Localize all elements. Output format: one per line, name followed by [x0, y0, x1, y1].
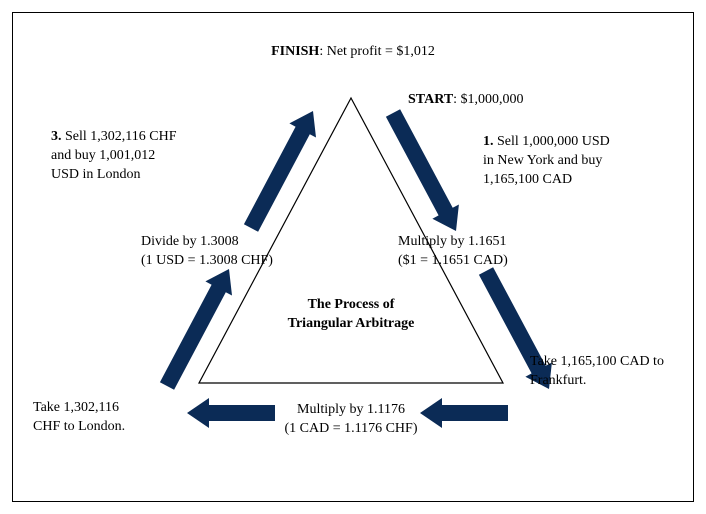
- rate1-line1: Multiply by 1.1651: [398, 234, 507, 249]
- step1-line1: Sell 1,000,000 USD: [494, 134, 610, 149]
- rate2-line2: (1 CAD = 1.1176 CHF): [285, 421, 418, 436]
- start-label: START: $1,000,000: [408, 91, 568, 110]
- center-line2: Triangular Arbitrage: [288, 316, 415, 331]
- take2-label: Take 1,302,116 CHF to London.: [33, 399, 173, 437]
- rate2-label: Multiply by 1.1176 (1 CAD = 1.1176 CHF): [271, 401, 431, 439]
- arrow-left-lower: [160, 269, 232, 390]
- take2-line1: Take 1,302,116: [33, 400, 119, 415]
- rate1-line2: ($1 = 1.1651 CAD): [398, 253, 508, 268]
- step1-num: 1.: [483, 134, 494, 149]
- finish-prefix: FINISH: [271, 44, 319, 59]
- step3-label: 3. Sell 1,302,116 CHF and buy 1,001,012 …: [51, 128, 231, 185]
- start-prefix: START: [408, 92, 453, 107]
- take1-label: Take 1,165,100 CAD to Frankfurt.: [530, 353, 705, 391]
- finish-label: FINISH: Net profit = $1,012: [213, 43, 493, 62]
- diagram-frame: FINISH: Net profit = $1,012 START: $1,00…: [12, 12, 694, 502]
- arrow-bottom-left: [187, 398, 275, 428]
- take2-line2: CHF to London.: [33, 419, 125, 434]
- arrow-left-upper: [244, 111, 316, 232]
- rate2-line1: Multiply by 1.1176: [297, 402, 405, 417]
- take1-line1: Take 1,165,100 CAD to: [530, 354, 664, 369]
- start-text: : $1,000,000: [453, 92, 523, 107]
- step3-num: 3.: [51, 129, 62, 144]
- center-line1: The Process of: [308, 297, 395, 312]
- finish-text: : Net profit = $1,012: [319, 44, 435, 59]
- center-title: The Process of Triangular Arbitrage: [261, 296, 441, 334]
- rate3-line1: Divide by 1.3008: [141, 234, 239, 249]
- rate1-label: Multiply by 1.1651 ($1 = 1.1651 CAD): [398, 233, 558, 271]
- step1-line3: 1,165,100 CAD: [483, 172, 572, 187]
- arrow-right-upper: [386, 109, 459, 231]
- step1-label: 1. Sell 1,000,000 USD in New York and bu…: [483, 133, 663, 190]
- rate3-label: Divide by 1.3008 (1 USD = 1.3008 CHF): [141, 233, 311, 271]
- step1-line2: in New York and buy: [483, 153, 602, 168]
- step3-line1: Sell 1,302,116 CHF: [62, 129, 177, 144]
- take1-line2: Frankfurt.: [530, 373, 586, 388]
- arrow-bottom-right: [420, 398, 508, 428]
- step3-line3: USD in London: [51, 167, 140, 182]
- step3-line2: and buy 1,001,012: [51, 148, 155, 163]
- rate3-line2: (1 USD = 1.3008 CHF): [141, 253, 273, 268]
